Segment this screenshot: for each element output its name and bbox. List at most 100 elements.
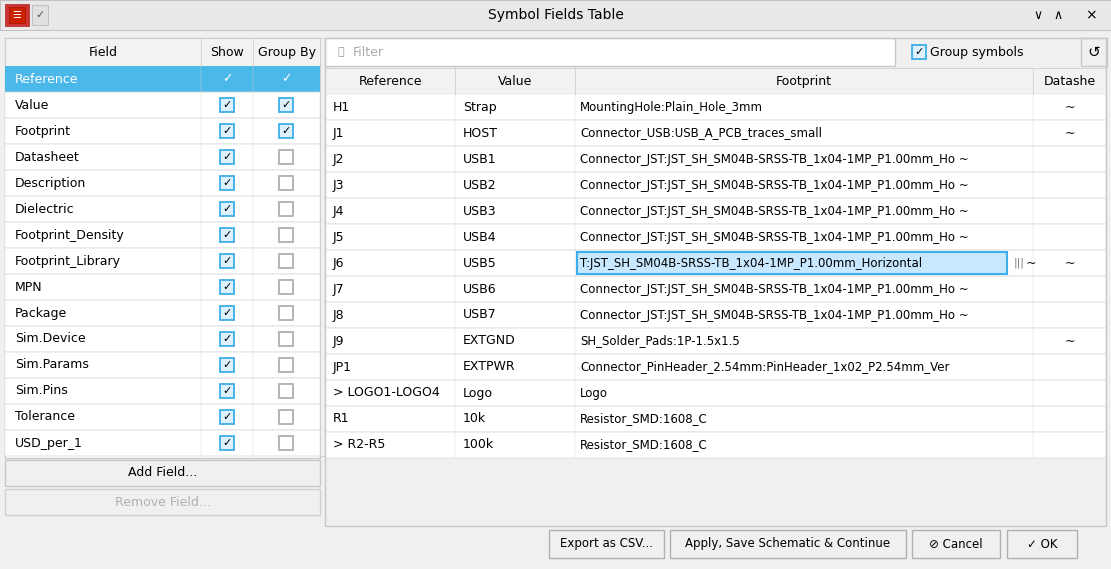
Text: Reference: Reference [358,75,422,88]
Text: HOST: HOST [463,126,498,139]
Text: SH_Solder_Pads:1P-1.5x1.5: SH_Solder_Pads:1P-1.5x1.5 [580,335,740,348]
Text: 100k: 100k [463,439,494,451]
Text: ✓ OK: ✓ OK [1027,538,1058,550]
Text: ✓: ✓ [222,230,232,240]
Text: Symbol Fields Table: Symbol Fields Table [488,8,623,22]
Text: ✓: ✓ [281,126,291,136]
Bar [279,228,293,242]
Bar [279,410,293,424]
Bar [279,98,293,112]
Text: ~: ~ [1064,257,1074,270]
Bar [326,406,1105,432]
Bar [279,254,293,268]
Text: ✓: ✓ [222,334,232,344]
Text: |||: ||| [1013,258,1024,268]
Text: ✓: ✓ [222,360,232,370]
Text: ✓: ✓ [222,386,232,396]
Text: Resistor_SMD:1608_C: Resistor_SMD:1608_C [580,413,708,426]
Text: Connector_JST:JST_SH_SM04B-SRSS-TB_1x04-1MP_P1.00mm_Ho ~: Connector_JST:JST_SH_SM04B-SRSS-TB_1x04-… [580,230,969,244]
Text: MPN: MPN [16,281,42,294]
Text: ☰: ☰ [12,10,21,20]
Bar [6,430,320,456]
Bar [220,176,234,190]
Bar [326,380,1105,406]
Bar [6,92,320,118]
Bar [6,144,320,170]
Bar [6,460,320,486]
Text: Group By: Group By [258,46,316,59]
Text: MountingHole:Plain_Hole_3mm: MountingHole:Plain_Hole_3mm [580,101,763,113]
Text: Tolerance: Tolerance [16,410,76,423]
Bar [6,118,320,144]
Text: Datasheet: Datasheet [16,150,80,163]
Text: USD_per_1: USD_per_1 [16,436,83,450]
Text: Connector_JST:JST_SH_SM04B-SRSS-TB_1x04-1MP_P1.00mm_Ho ~: Connector_JST:JST_SH_SM04B-SRSS-TB_1x04-… [580,152,969,166]
Bar [326,94,1105,120]
Bar [326,146,1105,172]
Text: ✓: ✓ [281,72,292,85]
Bar [326,302,1105,328]
Text: USB2: USB2 [463,179,497,192]
Text: J7: J7 [333,282,344,295]
Bar [6,352,320,378]
Text: ✓: ✓ [222,308,232,318]
Bar [279,436,293,450]
Text: Group symbols: Group symbols [930,46,1023,59]
Bar [279,280,293,294]
Bar [912,45,925,59]
Bar [320,38,330,456]
Text: ✓: ✓ [222,438,232,448]
Text: Footprint: Footprint [775,75,832,88]
Text: ✓: ✓ [222,204,232,214]
Text: Package: Package [16,307,68,320]
Text: Value: Value [16,98,49,112]
Bar [1081,38,1107,66]
Text: Reference: Reference [16,72,79,85]
Bar [6,38,320,458]
Bar [326,432,1105,458]
Bar [6,300,320,326]
Bar [220,124,234,138]
Text: J9: J9 [333,335,344,348]
Bar [6,4,29,26]
Text: USB3: USB3 [463,204,497,217]
Bar [220,98,234,112]
Bar [220,358,234,372]
Bar [220,436,234,450]
Text: Description: Description [16,176,87,189]
Bar [279,384,293,398]
Bar [220,228,234,242]
Text: USB6: USB6 [463,282,497,295]
Bar [326,198,1105,224]
Text: 10k: 10k [463,413,487,426]
Text: ✓: ✓ [222,72,232,85]
Text: USB4: USB4 [463,230,497,244]
Text: J4: J4 [333,204,344,217]
Text: ×: × [1085,8,1097,22]
Text: Resistor_SMD:1608_C: Resistor_SMD:1608_C [580,439,708,451]
Text: Connector_PinHeader_2.54mm:PinHeader_1x02_P2.54mm_Ver: Connector_PinHeader_2.54mm:PinHeader_1x0… [580,361,950,373]
Text: T:JST_SH_SM04B-SRSS-TB_1x04-1MP_P1.00mm_Horizontal: T:JST_SH_SM04B-SRSS-TB_1x04-1MP_P1.00mm_… [580,257,922,270]
Text: ~: ~ [1064,335,1074,348]
Bar [279,306,293,320]
Bar [279,202,293,216]
Bar [0,0,1111,30]
Text: USB1: USB1 [463,152,497,166]
Text: Connector_JST:JST_SH_SM04B-SRSS-TB_1x04-1MP_P1.00mm_Ho ~: Connector_JST:JST_SH_SM04B-SRSS-TB_1x04-… [580,179,969,192]
Text: H1: H1 [333,101,350,113]
Text: Show: Show [210,46,244,59]
Bar [577,252,1007,274]
Text: ↺: ↺ [1088,44,1100,60]
Text: ~: ~ [1064,101,1074,113]
Text: EXTPWR: EXTPWR [463,361,516,373]
Text: J8: J8 [333,308,344,321]
Text: J1: J1 [333,126,344,139]
Text: ✓: ✓ [222,256,232,266]
Text: Connector_JST:JST_SH_SM04B-SRSS-TB_1x04-1MP_P1.00mm_Ho ~: Connector_JST:JST_SH_SM04B-SRSS-TB_1x04-… [580,282,969,295]
Bar [6,489,320,515]
Text: Apply, Save Schematic & Continue: Apply, Save Schematic & Continue [685,538,891,550]
Text: ✓: ✓ [222,178,232,188]
Text: ✓: ✓ [914,47,923,57]
Bar [279,358,293,372]
Text: Sim.Params: Sim.Params [16,358,89,372]
